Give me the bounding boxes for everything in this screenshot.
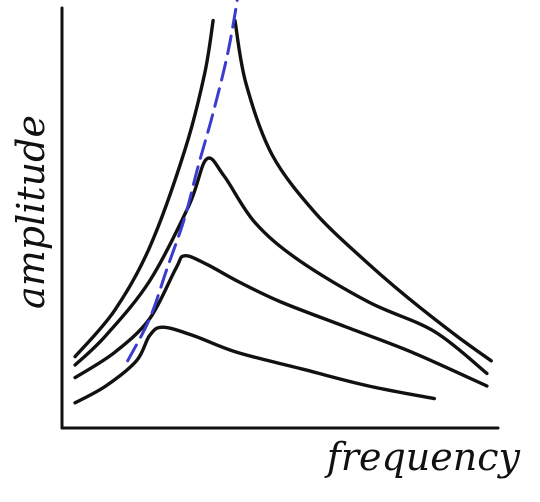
y-axis-label: amplitude (9, 115, 53, 309)
series-line-4 (73, 254, 489, 388)
series-line-5 (73, 325, 436, 405)
resonance-ridge (126, 0, 239, 363)
ridge-line (126, 0, 239, 363)
x-axis-label: frequency (324, 435, 521, 479)
axes (60, 6, 500, 430)
series-line-2 (233, 18, 493, 363)
series-line-3 (73, 156, 489, 376)
curves (73, 18, 493, 405)
series-line-1 (73, 18, 215, 359)
